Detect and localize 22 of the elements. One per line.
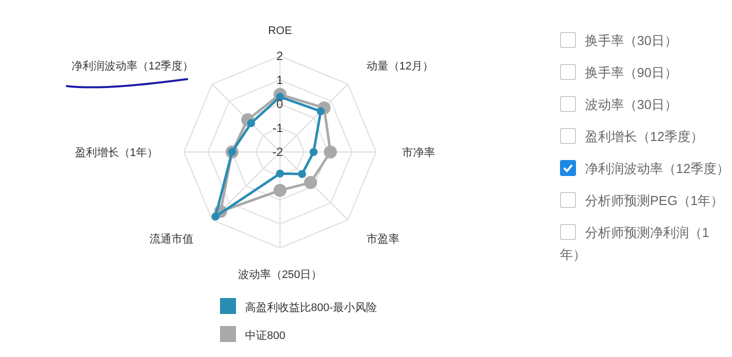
text: 盈利增长（12季度） [584, 128, 704, 146]
spoke-label: ROE [268, 25, 292, 37]
spoke-label: 市盈率 [366, 232, 400, 246]
y-tick-label: -1 [272, 121, 284, 135]
spoke-label: 波动率（250日） [238, 268, 322, 281]
text: 换手率（30日） [584, 32, 678, 50]
legend-label: 中证800 [245, 329, 286, 342]
text: 分析师预测PEG（1年） [584, 192, 725, 210]
y-tick-label: 2 [276, 49, 284, 63]
spoke-label: 净利润波动率（12季度） [71, 60, 194, 73]
legend-label: 高盈利收益比800-最小风险 [245, 301, 378, 314]
spoke-label: 盈利增长（1年） [74, 146, 158, 159]
text: 净利润波动率（12季度） [584, 160, 730, 178]
text: 波动率（30日） [584, 96, 678, 114]
spoke-label: 市净率 [402, 146, 435, 159]
y-tick-label: -2 [272, 145, 284, 159]
text: 分析师预测净利润（1年） [560, 224, 710, 264]
text: 换手率（90日） [584, 64, 678, 82]
y-tick-label: 0 [276, 97, 284, 111]
y-tick-label: 1 [276, 73, 284, 87]
spoke-label: 动量（12月） [366, 60, 434, 73]
spoke-label: 流通市值 [150, 232, 194, 246]
